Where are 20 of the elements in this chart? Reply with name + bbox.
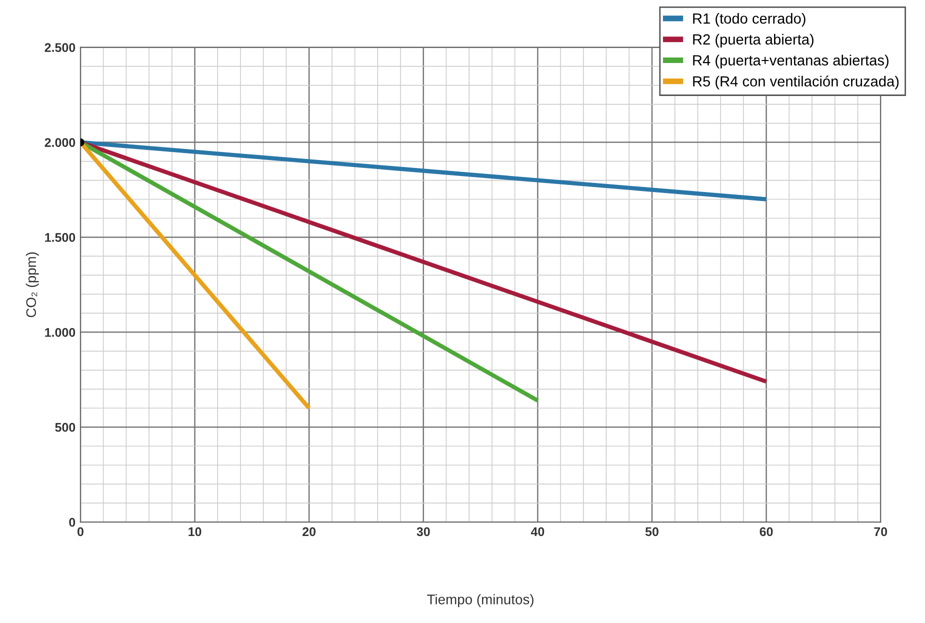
x-tick-label: 30 (416, 527, 430, 536)
y-tick-label: 2.000 (44, 138, 76, 147)
x-axis-title: Tiempo (minutos) (427, 594, 534, 608)
y-axis-title: CO₂ (ppm) (26, 252, 39, 318)
y-tick-label: 0 (69, 518, 76, 527)
legend-label: R2 (puerta abierta) (693, 34, 814, 48)
x-tick-label: 60 (760, 527, 773, 536)
y-tick-label: 1.500 (45, 233, 76, 242)
x-tick-label: 0 (77, 527, 84, 536)
y-tick-label: 1.000 (45, 328, 76, 337)
x-tick-label: 50 (645, 527, 658, 536)
x-tick-label: 40 (530, 527, 544, 536)
y-tick-label: 500 (55, 422, 76, 432)
x-tick-label: 10 (188, 527, 202, 536)
legend-label: R4 (puerta+ventanas abiertas) (693, 54, 888, 68)
y-tick-label: 2.500 (44, 43, 76, 52)
legend-label: R5 (R4 con ventilación cruzada) (693, 76, 899, 90)
legend-label: R1 (todo cerrado) (693, 13, 806, 27)
x-tick-label: 20 (302, 527, 316, 536)
x-tick-label: 70 (874, 527, 888, 536)
